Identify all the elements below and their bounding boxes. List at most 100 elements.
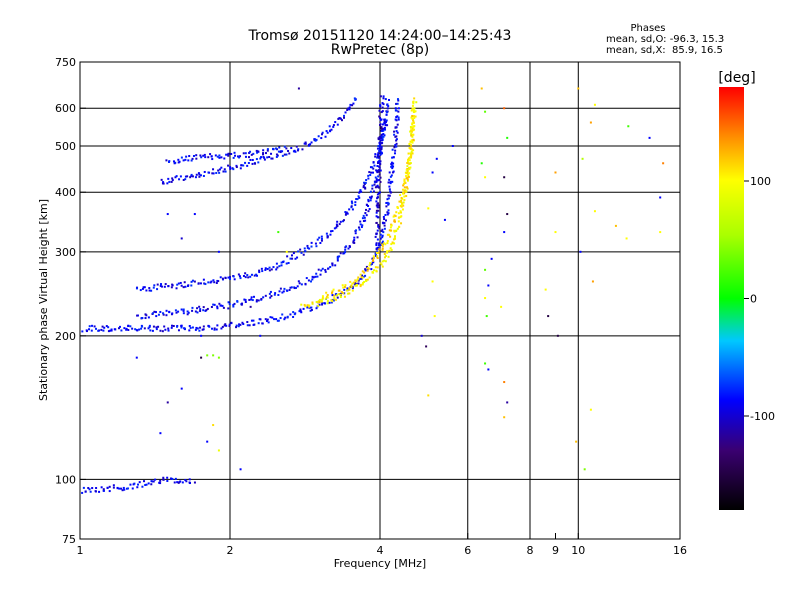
data-point [195,326,198,329]
data-point [411,127,414,130]
data-point [386,107,389,110]
data-point [409,147,412,150]
data-point [180,387,183,390]
data-point [378,149,381,152]
data-point [405,174,408,177]
data-point [381,260,384,263]
data-point [387,212,390,215]
data-point [335,294,338,297]
data-point [411,152,414,155]
data-point [485,315,488,318]
data-point [309,309,312,312]
data-point [166,182,169,185]
data-point [275,148,278,151]
data-point [394,149,397,152]
data-point [244,155,247,158]
data-point [506,401,509,404]
data-point [412,138,415,141]
data-point [242,323,245,326]
data-point [362,220,365,223]
data-point [335,293,338,296]
data-point [411,123,414,126]
data-point [233,151,236,154]
data-point [379,243,382,246]
data-point [386,211,389,214]
data-point [401,188,404,191]
data-point [324,270,327,273]
data-point [165,159,168,162]
data-point [412,102,415,105]
data-point [399,216,402,219]
data-point [364,181,367,184]
data-point [375,211,378,214]
data-point [304,141,307,144]
data-point [411,135,414,138]
data-point [375,269,378,272]
data-point [387,181,390,184]
data-point [364,274,367,277]
data-point [413,110,416,113]
data-point [415,101,418,104]
data-point [220,304,223,307]
data-point [223,168,226,171]
data-point [319,241,322,244]
data-point [368,208,371,211]
data-point [320,235,323,238]
data-point [346,212,349,215]
data-point [281,313,284,316]
data-point [503,381,506,384]
data-point [160,178,163,181]
data-point [406,160,409,163]
data-point [381,265,384,268]
data-point [379,181,382,184]
data-point [408,168,411,171]
data-point [412,125,415,128]
data-point [145,314,148,317]
data-point [269,296,272,299]
data-point [383,256,386,259]
data-point [220,156,223,159]
data-point [351,208,354,211]
stats-heading: Phases [630,23,665,34]
data-point [357,279,360,282]
data-point [193,280,196,283]
data-point [376,257,379,260]
data-point [89,490,92,493]
data-point [141,485,144,488]
data-point [207,281,210,284]
data-point [377,206,380,209]
data-point [131,327,134,330]
data-point [407,157,410,160]
data-point [326,300,329,303]
data-point [387,255,390,258]
data-point [215,171,218,174]
data-point [173,481,176,484]
data-point [210,306,213,309]
data-point [405,172,408,175]
data-point [409,162,412,165]
data-point [316,238,319,241]
data-point [342,114,345,117]
data-point [180,324,183,327]
data-point [88,488,91,491]
data-point [487,368,490,371]
data-point [380,133,383,136]
data-point [285,153,288,156]
data-point [140,327,143,330]
data-point [378,159,381,162]
data-point [296,285,299,288]
data-point [503,107,506,110]
data-point [222,170,225,173]
data-point [351,282,354,285]
data-point [304,142,307,145]
data-point [348,288,351,291]
data-point [409,143,412,146]
data-point [407,175,410,178]
data-point [331,298,334,301]
data-point [269,290,272,293]
data-point [248,298,251,301]
data-point [317,304,320,307]
data-point [275,155,278,158]
data-point [292,311,295,314]
